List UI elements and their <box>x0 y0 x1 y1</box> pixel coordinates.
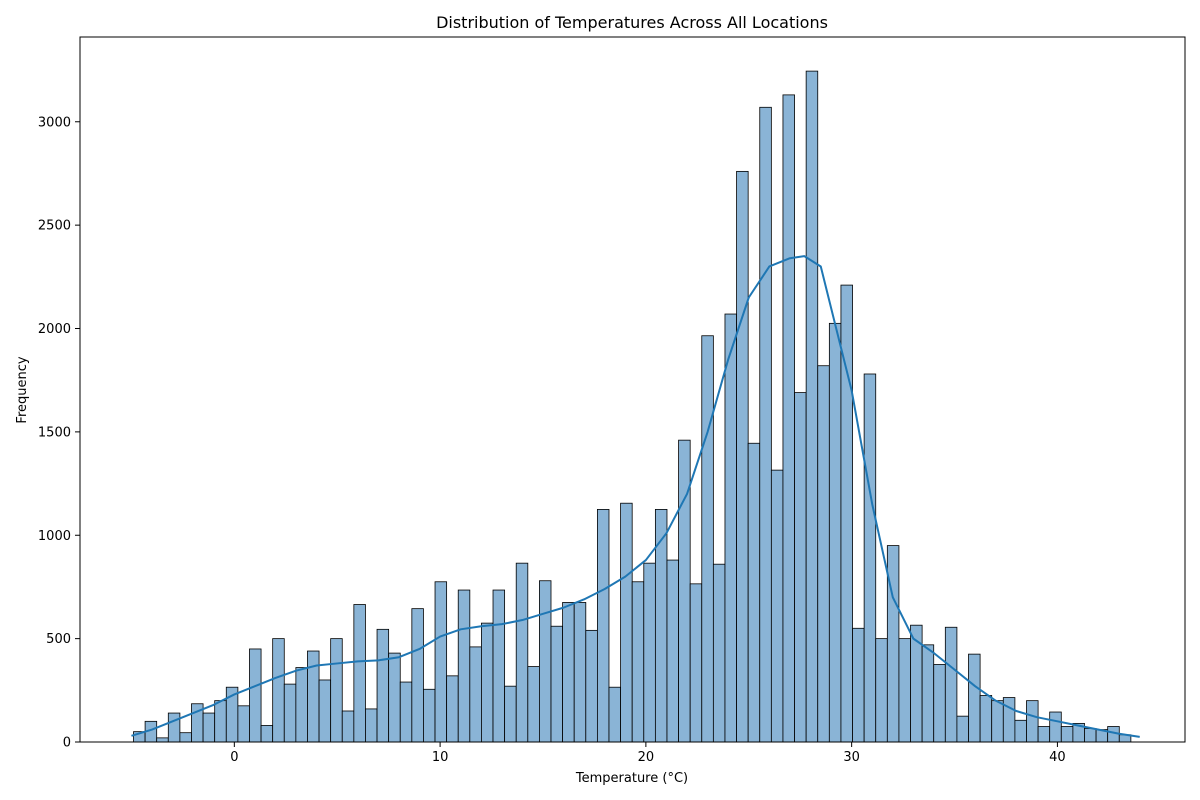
histogram-bar <box>434 581 448 743</box>
histogram-bar <box>596 509 610 743</box>
histogram-bar <box>492 589 506 743</box>
histogram-bar <box>1014 719 1027 743</box>
histogram-bar <box>805 70 819 743</box>
histogram-bar <box>585 629 598 743</box>
histogram-bar <box>863 373 877 743</box>
histogram-bar <box>481 622 494 743</box>
histogram-bar <box>504 685 517 743</box>
histogram-bar <box>515 562 529 743</box>
histogram-bar <box>886 545 900 743</box>
histogram-bar <box>446 675 459 743</box>
histogram-bar <box>817 365 830 743</box>
x-axis-label: Temperature (°C) <box>575 771 688 786</box>
histogram-bar <box>179 732 192 743</box>
histogram-bar <box>968 653 981 743</box>
histogram-bar <box>167 712 181 743</box>
y-axis-ticks: 0 500 1000 1500 2000 2500 3000 <box>38 115 80 751</box>
histogram-bar <box>1002 697 1016 743</box>
histogram-bar <box>260 725 274 743</box>
x-tick-label: 20 <box>638 750 655 765</box>
histogram-bar <box>469 646 482 743</box>
histogram-bar <box>608 686 621 743</box>
histogram-bar <box>527 666 540 743</box>
histogram-bar <box>678 439 691 743</box>
histogram-bar <box>365 708 378 743</box>
histogram-bar <box>689 583 703 743</box>
histogram-bar <box>202 712 216 743</box>
histogram-bar <box>944 626 958 743</box>
histogram-bar <box>376 628 390 743</box>
histogram-bar <box>643 562 656 743</box>
histogram-bar <box>794 392 807 743</box>
histogram-bar <box>782 94 795 743</box>
x-axis-ticks: 0 10 20 30 40 <box>230 742 1066 765</box>
histogram-bar <box>747 442 761 743</box>
histogram-bar <box>631 581 645 743</box>
chart-title: Distribution of Temperatures Across All … <box>436 13 828 32</box>
y-tick-label: 3000 <box>38 115 71 130</box>
histogram-bar <box>875 638 888 743</box>
histogram-bar <box>770 469 784 743</box>
histogram-bar <box>956 715 969 743</box>
histogram-bar <box>933 664 946 743</box>
histogram-bar <box>550 625 564 743</box>
histogram-bar <box>156 737 169 743</box>
histogram-bar <box>1037 726 1051 743</box>
histogram-bar <box>411 608 424 743</box>
histogram-bar <box>283 683 297 743</box>
histogram-bar <box>573 602 587 743</box>
histogram-bar <box>852 627 865 743</box>
histogram-bar <box>318 679 332 743</box>
histogram-bar <box>898 638 911 743</box>
histogram-bar <box>620 502 633 743</box>
histogram-bar <box>388 652 401 743</box>
x-tick-label: 40 <box>1049 750 1066 765</box>
histogram-bar <box>341 710 355 743</box>
x-tick-label: 0 <box>230 750 238 765</box>
histogram-bar <box>330 638 343 743</box>
kde-curve <box>131 255 1140 738</box>
histogram-bar <box>562 602 575 743</box>
y-tick-label: 1500 <box>38 425 71 440</box>
histogram-bar <box>353 604 366 743</box>
y-tick-label: 2500 <box>38 219 71 234</box>
histogram-bar <box>828 322 842 743</box>
histogram-bar <box>539 580 552 743</box>
histogram-bar <box>1060 726 1074 743</box>
histogram-bar <box>979 695 993 743</box>
histogram-bar <box>736 170 749 743</box>
histogram-bar <box>295 667 308 743</box>
histogram-bar <box>701 335 714 743</box>
histogram-bar <box>666 559 679 743</box>
histogram-bar <box>724 313 737 743</box>
histogram-bar <box>272 638 285 743</box>
histogram-bar <box>1084 728 1097 743</box>
x-tick-label: 30 <box>843 750 860 765</box>
x-tick-label: 10 <box>432 750 449 765</box>
histogram-bar <box>921 644 935 743</box>
histogram-bar <box>759 106 772 743</box>
histogram-bar <box>991 700 1004 743</box>
plot-area-frame <box>79 36 1186 743</box>
y-tick-label: 0 <box>63 736 71 751</box>
histogram-bar <box>249 648 262 743</box>
histogram-bar <box>237 705 250 743</box>
y-tick-label: 2000 <box>38 322 71 337</box>
histogram-bar <box>457 589 471 743</box>
histogram-bar <box>399 681 413 743</box>
y-tick-label: 1000 <box>38 529 71 544</box>
histogram-bar <box>712 563 726 743</box>
histogram-bar <box>1026 700 1039 743</box>
y-tick-label: 500 <box>46 632 71 647</box>
histogram-bar <box>214 700 227 743</box>
y-axis-label: Frequency <box>15 356 30 423</box>
histogram-bar <box>423 688 436 743</box>
histogram-bar <box>1049 711 1062 743</box>
